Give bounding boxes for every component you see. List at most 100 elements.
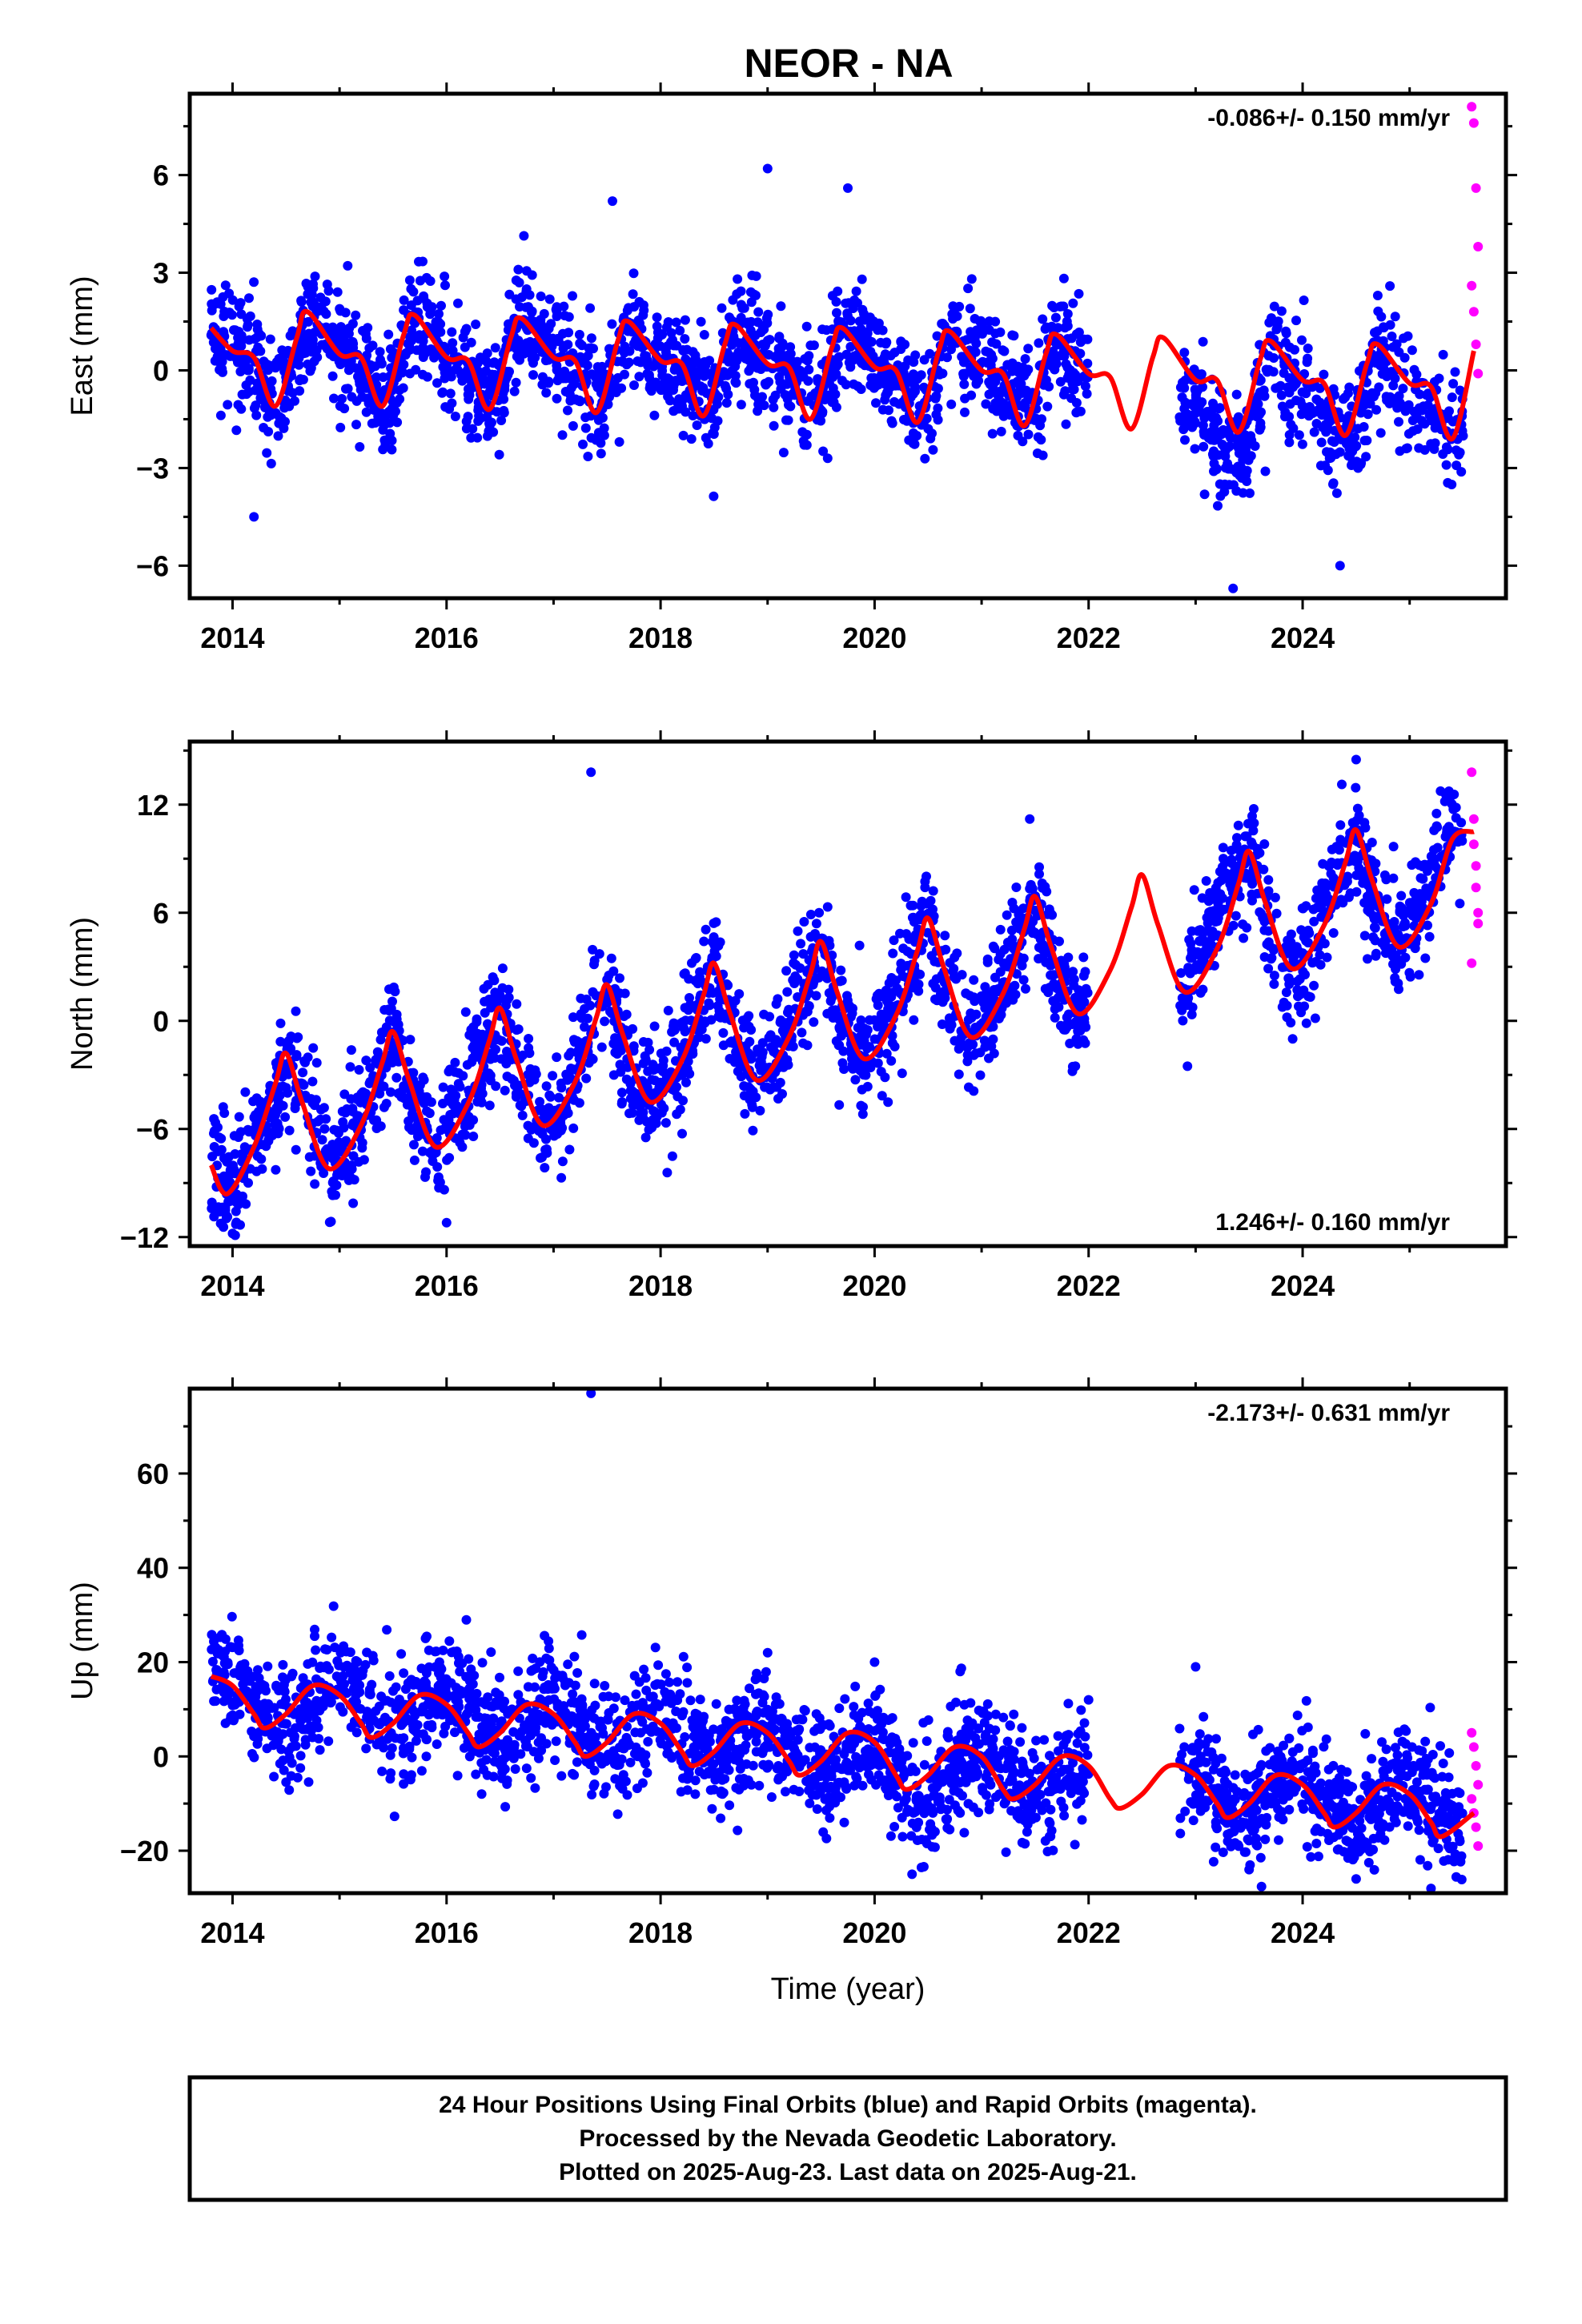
final-orbit-point xyxy=(611,386,621,396)
final-orbit-point xyxy=(464,390,475,400)
final-orbit-point xyxy=(1322,895,1332,905)
final-orbit-point xyxy=(1219,487,1230,497)
final-orbit-point xyxy=(869,1034,880,1044)
final-orbit-point xyxy=(976,316,986,326)
final-orbit-point xyxy=(1368,900,1379,911)
final-orbit-point xyxy=(1263,875,1274,885)
final-orbit-point xyxy=(594,949,604,959)
final-orbit-point xyxy=(596,448,606,459)
final-orbit-point xyxy=(1079,1014,1090,1024)
final-orbit-point xyxy=(962,1042,973,1052)
final-orbit-point xyxy=(1045,983,1054,993)
final-orbit-point xyxy=(231,1217,242,1228)
final-orbit-point xyxy=(671,317,681,328)
final-orbit-point xyxy=(342,1104,352,1114)
y-tick-label: 0 xyxy=(153,1005,169,1038)
final-orbit-point xyxy=(963,283,974,294)
plot-frame xyxy=(187,91,1508,601)
final-orbit-point xyxy=(355,442,365,452)
final-orbit-point xyxy=(906,434,917,444)
final-orbit-point xyxy=(447,327,457,337)
final-orbit-point xyxy=(1363,409,1373,420)
final-orbit-point xyxy=(643,360,653,371)
final-orbit-point xyxy=(266,458,276,468)
final-orbit-point xyxy=(311,1058,322,1068)
final-orbit-point xyxy=(1438,449,1448,459)
final-orbit-point xyxy=(782,987,793,997)
final-orbit-point xyxy=(730,371,741,381)
final-orbit-point xyxy=(530,352,540,363)
final-orbit-point xyxy=(1371,388,1381,398)
final-orbit-point xyxy=(821,325,832,336)
final-orbit-point xyxy=(842,995,853,1006)
final-orbit-point xyxy=(634,1115,644,1125)
final-orbit-point xyxy=(1399,333,1408,344)
final-orbit-point xyxy=(699,357,709,368)
final-orbit-point xyxy=(1262,939,1272,950)
final-orbit-point xyxy=(926,895,936,906)
final-orbit-point xyxy=(1223,464,1234,474)
final-orbit-point xyxy=(877,325,888,336)
final-orbit-point xyxy=(1195,987,1206,998)
final-orbit-point xyxy=(477,1088,488,1099)
final-orbit-point xyxy=(310,271,320,282)
final-orbit-point xyxy=(440,271,450,282)
final-orbit-point xyxy=(234,356,244,367)
final-orbit-point xyxy=(307,301,318,312)
final-orbit-point xyxy=(215,355,225,365)
final-orbit-point xyxy=(442,1155,452,1165)
final-orbit-point xyxy=(357,1143,367,1153)
final-orbit-point xyxy=(444,1067,454,1077)
final-orbit-point xyxy=(629,380,639,390)
final-orbit-point xyxy=(1441,460,1452,470)
final-orbit-point xyxy=(600,1016,610,1027)
final-orbit-point xyxy=(367,340,378,351)
final-orbit-point xyxy=(339,1123,349,1133)
final-orbit-point xyxy=(1049,970,1059,980)
final-orbit-point xyxy=(259,423,269,432)
final-orbit-point xyxy=(1309,427,1319,437)
final-orbit-point xyxy=(1174,412,1185,422)
final-orbit-point xyxy=(1303,353,1313,364)
final-orbit-point xyxy=(1062,309,1073,319)
final-orbit-point xyxy=(1199,489,1210,500)
final-orbit-point xyxy=(1013,430,1023,440)
final-orbit-point xyxy=(638,1037,648,1047)
final-orbit-point xyxy=(388,982,399,992)
rapid-orbit-point xyxy=(1468,814,1479,824)
final-orbit-point xyxy=(1269,971,1279,981)
final-orbit-point xyxy=(339,404,350,414)
final-orbit-point xyxy=(603,400,613,409)
final-orbit-point xyxy=(471,320,481,329)
final-orbit-point xyxy=(754,1060,765,1071)
final-orbit-point xyxy=(568,1123,579,1133)
final-orbit-point xyxy=(419,291,429,301)
final-orbit-point xyxy=(519,231,529,241)
final-orbit-point xyxy=(680,334,690,344)
final-orbit-point xyxy=(262,448,272,458)
final-orbit-point xyxy=(1179,404,1190,414)
final-orbit-point xyxy=(768,394,778,404)
rapid-orbit-point xyxy=(1471,883,1481,893)
final-orbit-point xyxy=(1233,461,1243,472)
final-orbit-point xyxy=(249,277,259,287)
final-orbit-point xyxy=(468,1033,479,1043)
final-orbit-point xyxy=(512,1025,522,1035)
final-orbit-point xyxy=(984,316,994,327)
final-orbit-point xyxy=(608,966,619,976)
final-orbit-point xyxy=(1352,803,1363,814)
final-orbit-point xyxy=(363,323,373,333)
final-orbit-point xyxy=(445,388,456,399)
final-orbit-point xyxy=(1279,368,1289,378)
final-orbit-point xyxy=(525,1063,536,1074)
rapid-orbit-point xyxy=(1467,280,1477,291)
final-orbit-point xyxy=(1026,882,1036,892)
final-orbit-point xyxy=(586,343,596,353)
final-orbit-point xyxy=(544,1090,555,1100)
final-orbit-point xyxy=(259,396,269,406)
final-orbit-point xyxy=(223,1170,234,1180)
final-orbit-point xyxy=(763,309,773,320)
final-orbit-point xyxy=(987,428,998,439)
final-orbit-point xyxy=(1023,344,1034,354)
final-orbit-point xyxy=(384,1006,395,1015)
